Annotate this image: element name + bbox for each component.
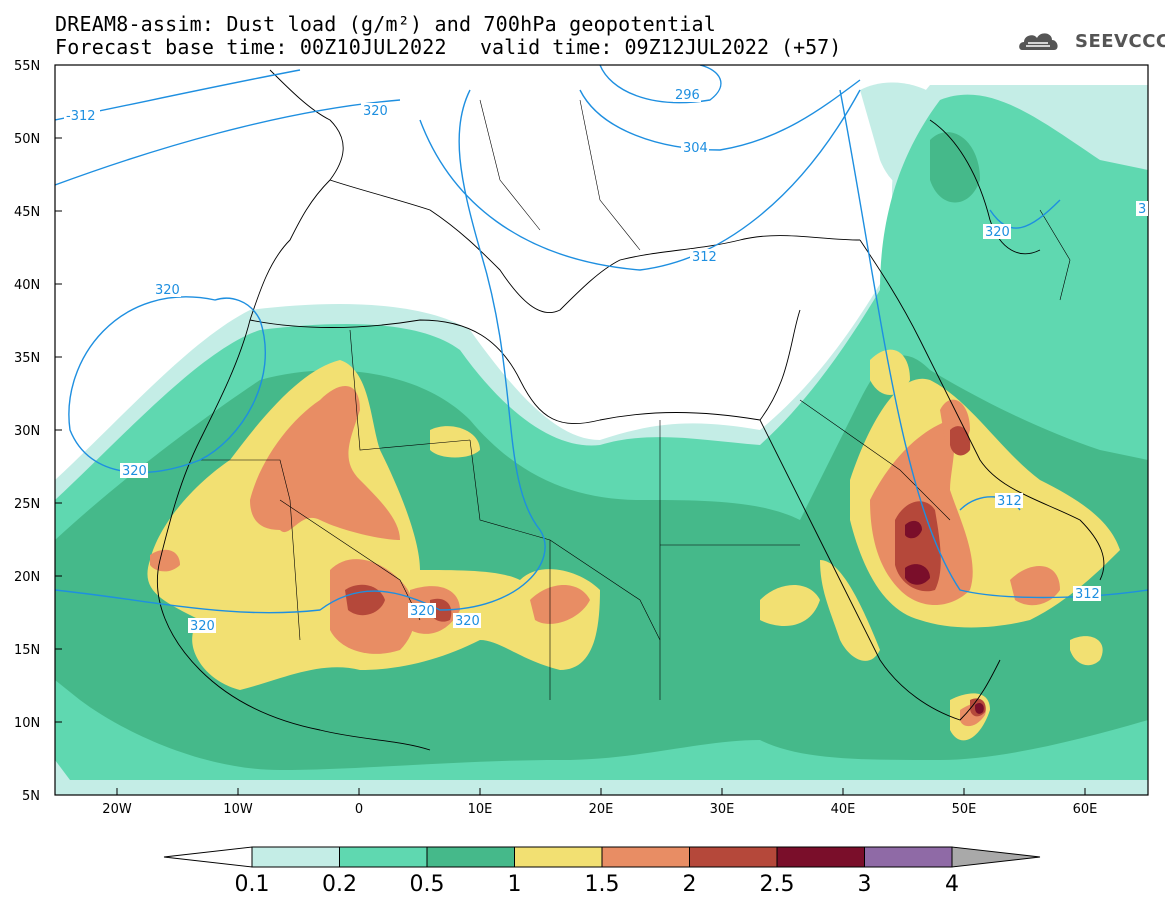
colorbar-swatch (601, 846, 690, 868)
lon-label: 10W (223, 802, 253, 817)
contour-label: 320 (363, 104, 388, 119)
lat-label: 45N (14, 205, 40, 220)
coastlines (156, 69, 1105, 751)
lat-label: 40N (14, 278, 40, 293)
contour-label: 3 (1138, 202, 1146, 217)
lat-label: 30N (14, 424, 40, 439)
colorbar-over (951, 846, 1041, 868)
contour-label: 296 (675, 88, 700, 103)
colorbar-label: 2 (682, 872, 697, 897)
lat-label: 15N (14, 643, 40, 658)
lon-label: 30E (710, 802, 735, 817)
lon-label: 60E (1073, 802, 1098, 817)
logo-text: SEEVCCC (1075, 31, 1165, 52)
contour-label: 320 (190, 619, 215, 634)
lat-label: 35N (14, 351, 40, 366)
contour-labels: -312 320 296 304 312 320 320 320 320 320… (64, 87, 1148, 634)
contour-label: 312 (997, 494, 1022, 509)
lat-label: 10N (14, 716, 40, 731)
lat-label: 50N (14, 132, 40, 147)
dust-level-2.5 (905, 520, 984, 714)
contour-label: 320 (122, 464, 147, 479)
geopotential-contours (55, 65, 1148, 614)
map-title: DREAM8-assim: Dust load (g/m²) and 700hP… (55, 12, 717, 36)
contour-label: 320 (455, 614, 480, 629)
contour-label: 320 (410, 604, 435, 619)
lat-label: 55N (14, 59, 40, 74)
contour-label: 320 (155, 283, 180, 298)
contour-label: 320 (985, 225, 1010, 240)
colorbar-swatch (776, 846, 865, 868)
contour-label: 312 (692, 250, 717, 265)
lat-label: 25N (14, 497, 40, 512)
colorbar-label: 3 (857, 872, 872, 897)
colorbar-swatch (339, 846, 428, 868)
colorbar-under (163, 846, 253, 868)
contour-label: 304 (683, 141, 708, 156)
contour-label: 312 (1075, 587, 1100, 602)
colorbar-label: 0.5 (409, 872, 445, 897)
lon-label: 40E (831, 802, 856, 817)
lon-label: 20W (102, 802, 132, 817)
lon-label: 0 (355, 802, 363, 817)
colorbar-label: 4 (945, 872, 959, 897)
valid-time: valid time: 09Z12JUL2022 (+57) (480, 35, 842, 59)
colorbar-swatch (514, 846, 603, 868)
contour-label: -312 (66, 109, 96, 124)
lon-label: 20E (589, 802, 614, 817)
colorbar (163, 846, 1041, 868)
colorbar-label: 2.5 (759, 872, 795, 897)
longitude-labels: 20W 10W 0 10E 20E 30E 40E 50E 60E (102, 802, 1097, 817)
colorbar-label: 1.5 (584, 872, 620, 897)
lat-label: 20N (14, 570, 40, 585)
colorbar-label: 0.1 (234, 872, 270, 897)
cloud-logo-icon (1019, 33, 1058, 50)
colorbar-swatch (864, 846, 953, 868)
colorbar-swatch (251, 846, 340, 868)
axis-ticks (55, 64, 1086, 795)
colorbar-label: 1 (507, 872, 522, 897)
lon-label: 10E (468, 802, 493, 817)
latitude-labels: 55N 50N 45N 40N 35N 30N 25N 20N 15N 10N … (14, 59, 40, 804)
colorbar-swatch (426, 846, 515, 868)
lat-label: 5N (22, 789, 40, 804)
forecast-base-time: Forecast base time: 00Z10JUL2022 (55, 35, 447, 59)
colorbar-label: 0.2 (322, 872, 357, 897)
colorbar-swatch (689, 846, 778, 868)
lon-label: 50E (952, 802, 977, 817)
